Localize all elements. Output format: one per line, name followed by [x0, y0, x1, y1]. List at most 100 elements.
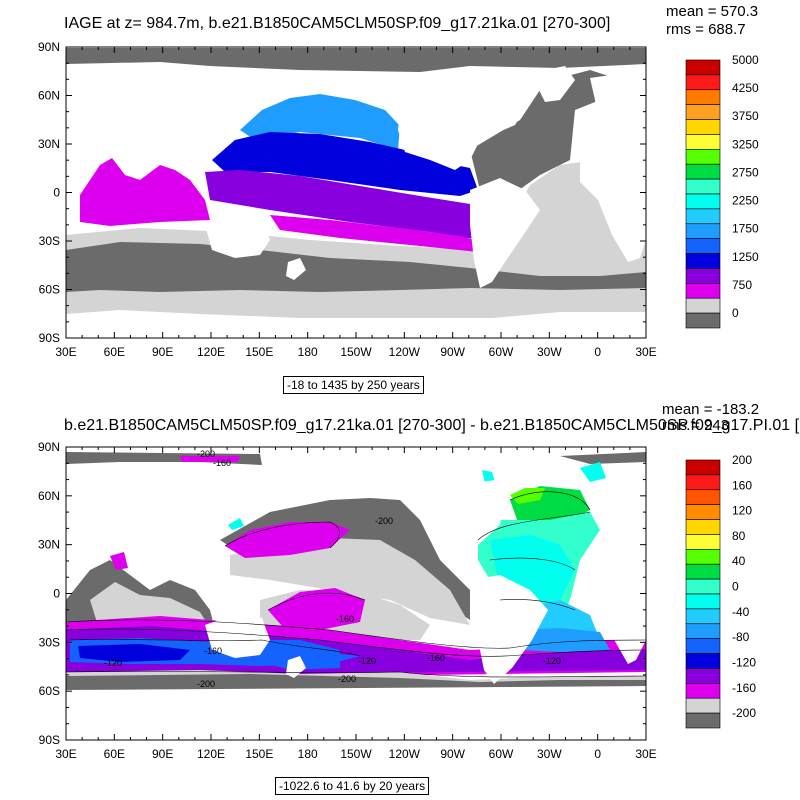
- antarctic-margin: [66, 292, 646, 322]
- lat-tick-label: 0: [53, 186, 60, 200]
- eurasia-land-2: [66, 470, 300, 560]
- north-pacific-blue: [212, 132, 478, 196]
- lon-tick-label: 120E: [197, 747, 225, 761]
- lat-tick-label: 60S: [39, 283, 60, 297]
- colorbar-swatch: [685, 59, 721, 76]
- north-atlantic-region: [470, 70, 615, 200]
- colorbar-label: 0: [732, 580, 739, 594]
- lon-tick-label: 30E: [635, 747, 656, 761]
- lat-tick-label: 30S: [39, 635, 60, 649]
- lon-tick-label: 150E: [245, 747, 273, 761]
- africa-land-2: [582, 556, 646, 664]
- colorbar-label: 200: [732, 453, 752, 467]
- south-america-land: [470, 178, 540, 288]
- colorbar-label: 4250: [732, 81, 759, 95]
- lon-tick-label: 150E: [245, 345, 273, 359]
- colorbar-swatch: [685, 668, 721, 684]
- colorbar-swatch: [685, 563, 721, 580]
- colorbar-swatch: [685, 149, 721, 165]
- bottom-range-label: -1022.6 to 41.6 by 20 years: [275, 777, 430, 795]
- contour-label: -160: [213, 458, 231, 468]
- top-rms-label: rms = 688.7: [666, 21, 746, 38]
- colorbar-label: 80: [732, 529, 746, 543]
- south-america-land-2: [470, 575, 548, 684]
- colorbar-swatch: [685, 534, 721, 550]
- colorbar-swatch: [685, 459, 721, 476]
- colorbar-label: -120: [732, 655, 756, 669]
- colorbar-swatch: [685, 74, 721, 91]
- contour-label: -200: [197, 679, 215, 689]
- colorbar-swatch: [685, 549, 721, 565]
- colorbar-swatch: [685, 297, 721, 314]
- contour-label: -160: [336, 614, 354, 624]
- colorbar-swatch: [685, 312, 721, 329]
- colorbar-swatch: [685, 683, 721, 699]
- colorbar-label: -200: [732, 706, 756, 720]
- lon-tick-label: 90W: [440, 747, 465, 761]
- lon-tick-label: 0: [594, 345, 601, 359]
- colorbar-swatch: [685, 178, 721, 195]
- colorbar-swatch: [685, 593, 721, 610]
- lon-tick-label: 60E: [104, 747, 125, 761]
- north-america-land-2: [420, 480, 505, 560]
- lon-tick-label: 0: [594, 747, 601, 761]
- lat-tick-label: 30S: [39, 234, 60, 248]
- colorbar-swatch: [685, 89, 721, 105]
- lat-tick-label: 60N: [38, 89, 60, 103]
- south-pacific-magenta: [270, 215, 482, 252]
- north-pacific-lightblue: [240, 94, 400, 150]
- lon-tick-label: 120E: [197, 345, 225, 359]
- lat-tick-label: 60N: [38, 489, 60, 503]
- arctic-ocean-region: [66, 48, 646, 72]
- lon-tick-label: 180: [298, 345, 318, 359]
- contour-label: -200: [375, 516, 393, 526]
- australia-land-2: [205, 612, 270, 658]
- lon-tick-label: 120W: [389, 747, 421, 761]
- colorbar-swatch: [685, 653, 721, 669]
- contour-label: -120: [104, 658, 122, 668]
- lon-tick-label: 90E: [152, 345, 173, 359]
- colorbar-label: 0: [732, 306, 739, 320]
- lon-tick-label: 120W: [389, 345, 421, 359]
- africa-land: [580, 156, 646, 262]
- colorbar-swatch: [685, 163, 721, 180]
- north-pacific-diff-magenta: [225, 522, 350, 558]
- colorbar-swatch: [685, 608, 721, 625]
- difference-contour-lines: [66, 491, 646, 678]
- colorbar-label: 1250: [732, 250, 759, 264]
- lat-tick-label: 90N: [38, 40, 60, 54]
- top-range-label: -18 to 1435 by 250 years: [283, 376, 424, 394]
- lat-tick-label: 0: [53, 587, 60, 601]
- lon-tick-label: 30W: [537, 747, 562, 761]
- colorbar-swatch: [685, 223, 721, 239]
- colorbar-swatch: [685, 283, 721, 299]
- colorbar-swatch: [685, 504, 721, 520]
- north-america-land: [398, 80, 530, 170]
- colorbar-swatch: [685, 712, 721, 729]
- contour-label: -160: [427, 653, 445, 663]
- top-mean-label: mean = 570.3: [666, 3, 759, 20]
- colorbar-label: 5000: [732, 53, 759, 67]
- colorbar-swatch: [685, 268, 721, 284]
- lon-tick-label: 30E: [635, 345, 656, 359]
- lon-tick-label: 150W: [340, 747, 372, 761]
- indian-ocean-magenta: [80, 158, 210, 226]
- lon-tick-label: 90W: [440, 345, 465, 359]
- equatorial-pacific-magenta: [268, 588, 365, 630]
- colorbar-label: 40: [732, 554, 746, 568]
- greenland-land: [535, 66, 575, 102]
- contour-label: -120: [543, 656, 561, 666]
- colorbar-label: 3250: [732, 137, 759, 151]
- top-map-title: IAGE at z= 984.7m, b.e21.B1850CAM5CLM50S…: [64, 15, 611, 32]
- colorbar-swatch: [685, 253, 721, 269]
- lat-tick-label: 30N: [38, 538, 60, 552]
- lon-tick-label: 30E: [55, 747, 76, 761]
- colorbar-swatch: [685, 104, 721, 120]
- colorbar-swatch: [685, 489, 721, 505]
- colorbar-swatch: [685, 238, 721, 254]
- bottom-colorbar: 200 160 120 80 40 0 -40 -80 -120 -160 -200: [685, 453, 756, 729]
- lon-tick-label: 30W: [537, 345, 562, 359]
- lon-tick-label: 60W: [489, 747, 514, 761]
